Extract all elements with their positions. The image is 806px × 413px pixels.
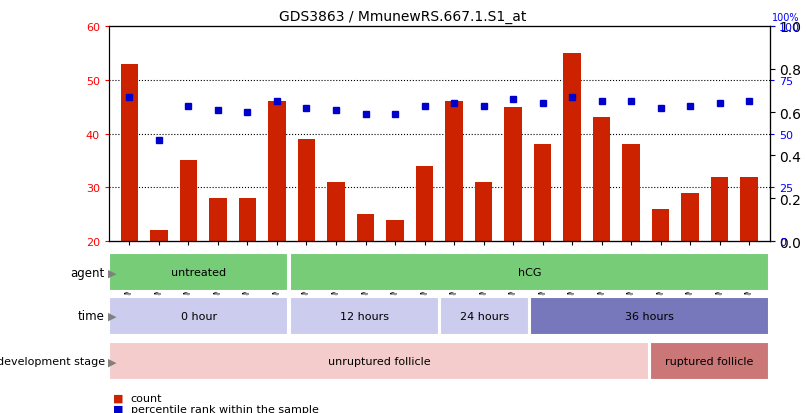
Bar [268,102,286,349]
Text: 36 hours: 36 hours [625,311,674,321]
Bar [297,140,315,349]
Bar [357,215,374,349]
Text: ▶: ▶ [108,268,117,278]
Text: hCG: hCG [517,268,541,278]
Bar [592,118,610,349]
Bar [475,183,492,349]
Bar [505,107,522,349]
Text: development stage: development stage [0,356,105,366]
Text: time: time [78,309,105,323]
Bar [110,342,649,380]
Bar [530,297,769,335]
Bar [150,231,168,349]
Text: ▶: ▶ [108,356,117,366]
Bar [209,199,226,349]
Bar [622,145,640,349]
Text: count: count [131,393,162,403]
Bar [416,166,434,349]
Text: ■: ■ [113,393,123,403]
Bar [681,193,699,349]
Bar [652,209,670,349]
Bar [110,254,289,292]
Text: ■: ■ [113,404,123,413]
Bar [650,342,769,380]
Bar [239,199,256,349]
Text: agent: agent [71,266,105,279]
Bar [534,145,551,349]
Bar [327,183,345,349]
Bar [711,177,729,349]
Text: 100%: 100% [772,13,800,23]
Text: GDS3863 / MmunewRS.667.1.S1_at: GDS3863 / MmunewRS.667.1.S1_at [280,10,526,24]
Text: untreated: untreated [172,268,226,278]
Bar [445,102,463,349]
Bar [121,64,139,349]
Bar [386,220,404,349]
Bar [289,254,769,292]
Text: percentile rank within the sample: percentile rank within the sample [131,404,318,413]
Text: 24 hours: 24 hours [459,311,509,321]
Bar [110,297,289,335]
Bar [180,161,197,349]
Bar [563,54,581,349]
Text: ruptured follicle: ruptured follicle [666,356,754,366]
Text: ▶: ▶ [108,311,117,321]
Bar [440,297,529,335]
Text: 0 hour: 0 hour [181,311,217,321]
Text: 12 hours: 12 hours [339,311,388,321]
Text: unruptured follicle: unruptured follicle [328,356,430,366]
Bar [289,297,438,335]
Bar [740,177,758,349]
